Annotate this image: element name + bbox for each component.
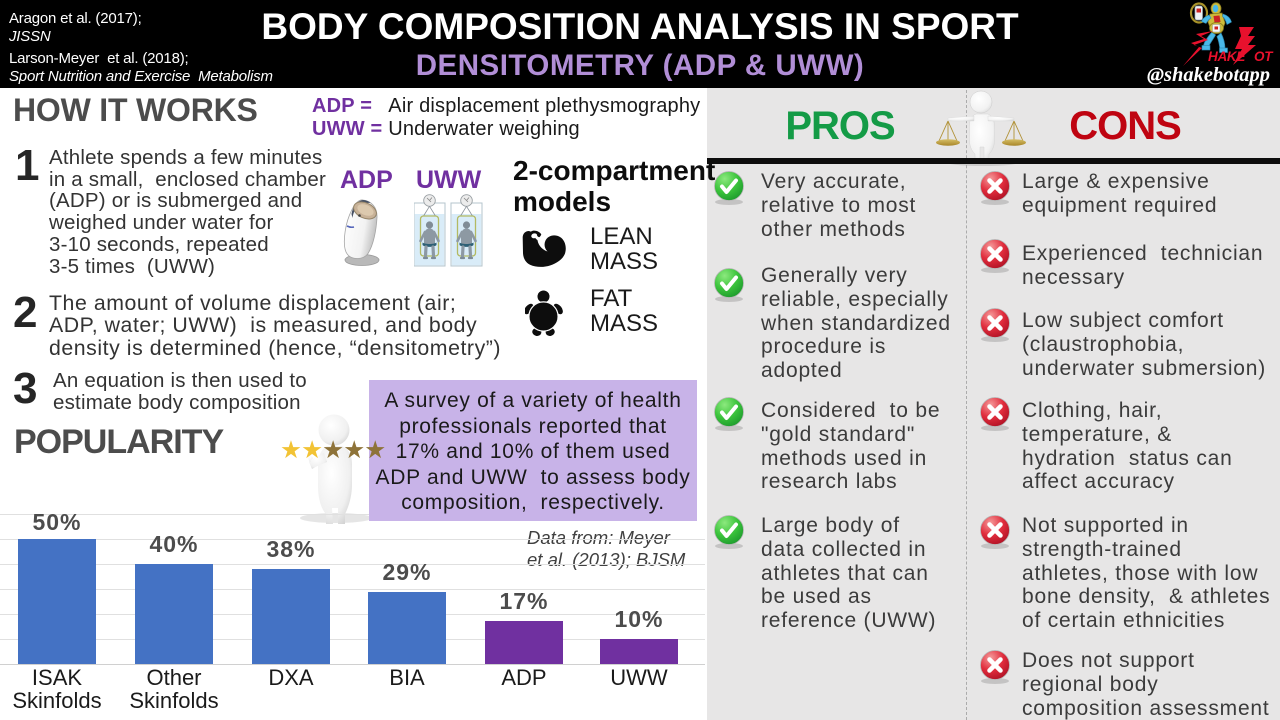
- svg-text:HAKE: HAKE: [1208, 49, 1246, 64]
- svg-text:OT: OT: [1254, 49, 1274, 64]
- svg-text:@shakebotapp: @shakebotapp: [1147, 64, 1270, 86]
